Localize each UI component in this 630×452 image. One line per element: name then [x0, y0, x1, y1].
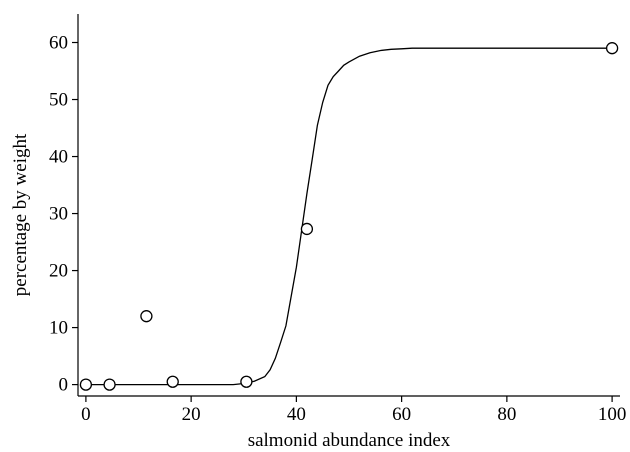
y-tick-label: 30 [49, 204, 68, 225]
data-point [300, 222, 314, 236]
data-point [166, 375, 179, 388]
y-tick-label: 0 [59, 375, 69, 396]
x-tick-label: 60 [392, 404, 411, 425]
y-axis-label: percentage by weight [10, 133, 31, 296]
ticks: 0 20 40 60 80 100 0 10 20 30 40 50 60 [49, 33, 626, 425]
series [79, 42, 619, 391]
data-point [605, 42, 619, 55]
fitted-curve [85, 47, 613, 386]
x-tick-label: 40 [287, 404, 306, 425]
data-point [240, 375, 253, 388]
y-tick-label: 20 [49, 261, 68, 282]
x-tick-label: 100 [598, 404, 627, 425]
axes [77, 14, 620, 397]
data-point [103, 378, 116, 391]
y-tick-label: 60 [49, 33, 68, 54]
x-tick-label: 80 [497, 404, 516, 425]
y-tick-label: 50 [49, 90, 68, 111]
data-point [140, 310, 153, 323]
x-tick-label: 20 [182, 404, 201, 425]
data-point [79, 378, 93, 391]
y-tick-label: 40 [49, 147, 68, 168]
x-axis-label: salmonid abundance index [248, 430, 451, 451]
x-tick-label: 0 [81, 404, 91, 425]
y-tick-label: 10 [49, 318, 68, 339]
